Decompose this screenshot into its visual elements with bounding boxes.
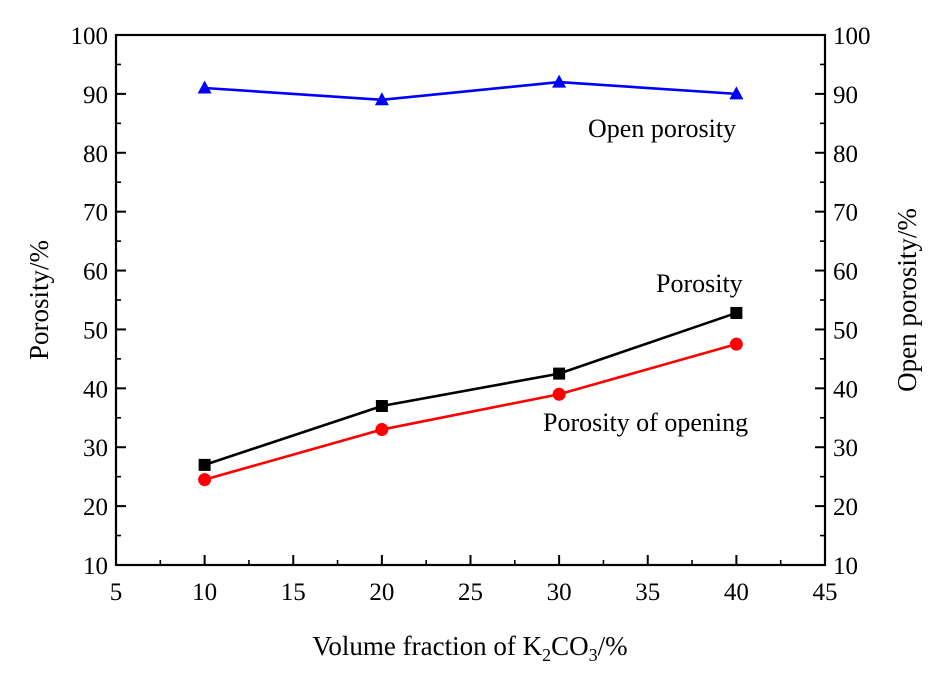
data-point-square [198, 458, 211, 471]
y-left-tick-label: 20 [83, 494, 108, 521]
x-tick-label: 35 [635, 579, 660, 606]
x-axis-title-suffix: /% [598, 631, 628, 661]
y-right-tick-label: 10 [833, 553, 858, 580]
data-point-square [553, 367, 566, 380]
annotation-open-porosity: Open porosity [588, 114, 736, 143]
y-right-tick-label: 70 [833, 200, 858, 227]
x-tick-label: 5 [110, 579, 123, 606]
data-point-triangle [374, 92, 389, 106]
y-right-tick-label: 60 [833, 259, 858, 286]
x-tick-label: 30 [547, 579, 572, 606]
y-left-tick-label: 90 [83, 82, 108, 109]
series-line [204, 80, 737, 102]
y-left-tick-label: 10 [83, 553, 108, 580]
annotation-porosity: Porosity [656, 269, 743, 298]
x-axis-title: Volume fraction of K2CO3/% [312, 631, 627, 665]
series-annotations: Open porosity Porosity Porosity of openi… [543, 114, 748, 437]
series-porosity [198, 306, 743, 471]
y-right-tick-label: 40 [833, 376, 858, 403]
data-point-square [730, 306, 743, 319]
series-open-porosity [197, 74, 744, 106]
x-axis-title-sub1: 2 [542, 645, 551, 665]
y-left-tick-label: 60 [83, 259, 108, 286]
x-axis-title-sub2: 3 [589, 645, 598, 665]
data-point-circle [375, 423, 389, 437]
x-tick-label: 40 [724, 579, 749, 606]
series-line [204, 311, 737, 467]
x-tick-label: 20 [369, 579, 394, 606]
series-line [204, 342, 737, 481]
x-axis-title-mid: CO [551, 631, 589, 661]
y-left-tick-label: 30 [83, 435, 108, 462]
y-right-tick-label: 90 [833, 82, 858, 109]
data-point-square [375, 400, 388, 412]
x-tick-label: 45 [813, 579, 838, 606]
series-layer [197, 74, 744, 487]
y-right-tick-label: 80 [833, 141, 858, 168]
y-axis-left-title: Porosity/% [24, 240, 54, 360]
y-right-tick-label: 20 [833, 494, 858, 521]
data-point-circle [552, 387, 566, 401]
data-point-triangle [552, 74, 567, 88]
y-left-tick-label: 40 [83, 376, 108, 403]
y-left-tick-label: 100 [71, 23, 109, 50]
y-left-tick-label: 80 [83, 141, 108, 168]
y-axis-right-title: Open porosity/% [892, 208, 922, 392]
y-right-tick-label: 30 [833, 435, 858, 462]
x-tick-label: 25 [458, 579, 483, 606]
y-right-tick-label: 50 [833, 317, 858, 344]
x-tick-label: 10 [192, 579, 217, 606]
series-porosity-of-opening [198, 337, 743, 487]
y-left-tick-label: 50 [83, 317, 108, 344]
data-point-circle [198, 473, 212, 487]
y-left-tick-label: 70 [83, 200, 108, 227]
data-point-triangle [729, 86, 744, 100]
y-right-tick-label: 100 [833, 23, 871, 50]
annotation-porosity-of-opening: Porosity of opening [543, 408, 748, 437]
data-point-circle [729, 337, 743, 351]
x-axis-title-prefix: Volume fraction of K [312, 631, 542, 661]
data-point-triangle [197, 80, 212, 94]
x-tick-label: 15 [281, 579, 306, 606]
